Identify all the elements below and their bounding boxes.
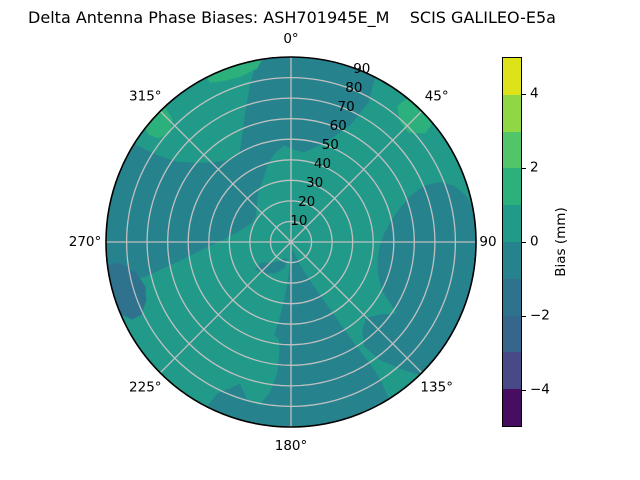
polar-grid	[105, 56, 477, 428]
radial-tick-label-40: 40	[314, 156, 331, 172]
contour-region-northwest-bright	[207, 59, 263, 83]
colorbar-tick-label: 4	[530, 85, 539, 102]
grid-spoke	[159, 110, 292, 243]
contour-region-east	[362, 181, 476, 376]
radial-tick-label-30: 30	[306, 175, 323, 191]
radial-tick-label-70: 70	[338, 99, 355, 115]
azimuth-label-315: 315°	[129, 88, 162, 104]
colorbar-segment	[503, 278, 521, 316]
colorbar-tick-label: −2	[530, 307, 550, 324]
colorbar	[502, 57, 522, 427]
colorbar-segment	[503, 168, 521, 206]
colorbar-segment	[503, 315, 521, 353]
colorbar-tick-mark	[522, 94, 526, 96]
azimuth-label-180: 180°	[275, 438, 308, 454]
contour-notch-south-green	[239, 335, 280, 406]
colorbar-tick-mark	[522, 242, 526, 244]
azimuth-label-45: 45°	[425, 88, 449, 104]
radial-tick-label-10: 10	[290, 213, 307, 229]
azimuth-label-225: 225°	[129, 380, 162, 396]
contour-region-west-blue	[107, 263, 147, 320]
grid-spoke	[290, 110, 423, 243]
colorbar-tick-mark	[522, 316, 526, 318]
contour-region-west-bright	[145, 106, 173, 139]
colorbar-tick-label: −4	[530, 381, 550, 398]
radial-tick-label-20: 20	[298, 194, 315, 210]
azimuth-label-0: 0°	[283, 31, 298, 47]
radial-tick-label-80: 80	[345, 80, 362, 96]
colorbar-segment	[503, 205, 521, 242]
polar-outline	[105, 56, 477, 428]
colorbar-tick-mark	[522, 390, 526, 392]
grid-spoke	[290, 241, 423, 374]
grid-spoke	[159, 241, 292, 374]
chart-title: Delta Antenna Phase Biases: ASH701945E_M…	[28, 8, 556, 27]
azimuth-label-270: 270°	[69, 234, 102, 250]
colorbar-segment	[503, 58, 521, 95]
colorbar-segment	[503, 352, 521, 390]
colorbar-tick-label: 2	[530, 159, 539, 176]
radial-tick-label-60: 60	[330, 118, 347, 134]
colorbar-tick-mark	[522, 168, 526, 170]
colorbar-segment	[503, 131, 521, 169]
azimuth-label-90: 90	[479, 234, 496, 250]
colorbar-segment	[503, 389, 521, 426]
colorbar-segment	[503, 94, 521, 132]
contour-region-north-west	[106, 57, 375, 287]
colorbar-segment	[503, 241, 521, 279]
radial-tick-label-90: 90	[353, 61, 370, 77]
colorbar-tick-label: 0	[530, 233, 539, 250]
colorbar-axis-label: Bias (mm)	[553, 207, 569, 277]
azimuth-label-135: 135°	[420, 380, 453, 396]
radial-tick-label-50: 50	[322, 137, 339, 153]
